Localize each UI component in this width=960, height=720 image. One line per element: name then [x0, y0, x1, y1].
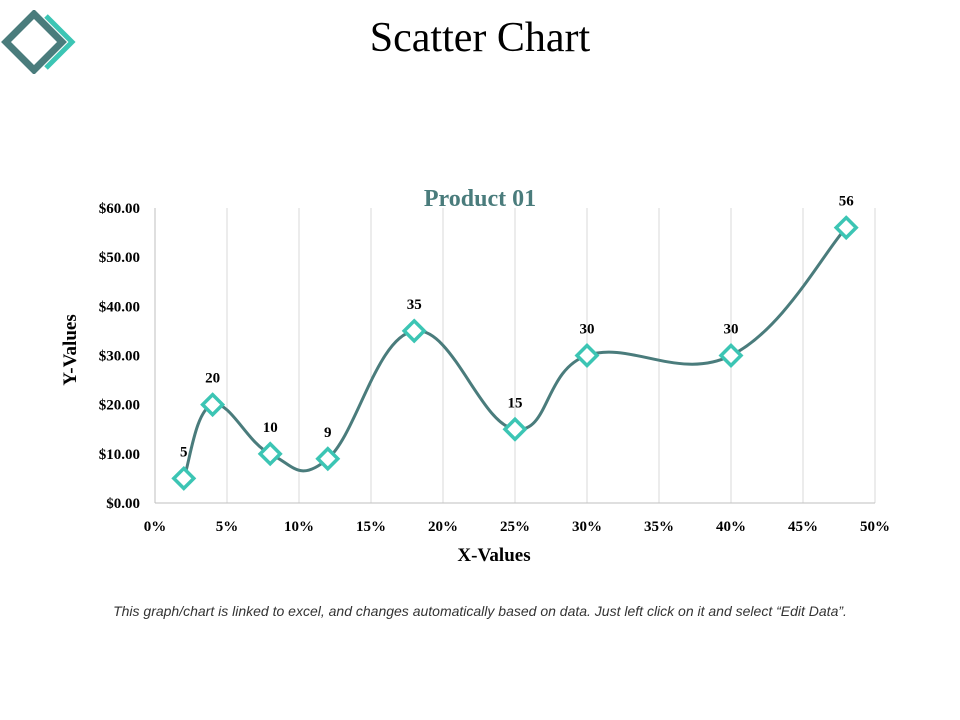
- data-point-marker: [502, 416, 528, 442]
- data-label: 35: [407, 297, 422, 313]
- series-line: [182, 226, 848, 479]
- data-point-marker: [718, 343, 744, 368]
- x-tick-label: 40%: [716, 519, 746, 535]
- data-point-marker: [574, 343, 600, 368]
- logo-diamond-outer: [1, 10, 67, 74]
- x-tick-label: 20%: [428, 519, 458, 535]
- y-tick-label: $0.00: [106, 496, 140, 512]
- data-label: 15: [508, 395, 523, 411]
- x-tick-label: 30%: [572, 519, 602, 535]
- slide-title: Scatter Chart: [369, 15, 591, 61]
- x-tick-label: 15%: [356, 519, 386, 535]
- y-tick-label: $20.00: [99, 398, 140, 414]
- logo: [1, 10, 76, 74]
- data-label: 10: [263, 420, 278, 436]
- y-tick-label: $10.00: [99, 447, 140, 463]
- x-tick-label: 0%: [144, 519, 167, 535]
- y-tick-label: $60.00: [99, 201, 140, 217]
- data-point-marker: [315, 446, 341, 472]
- data-label: 9: [324, 425, 332, 441]
- data-point-marker: [200, 392, 226, 418]
- chart-title: Product 01: [424, 186, 536, 212]
- data-label: 5: [180, 444, 188, 460]
- x-axis-title: X-Values: [457, 545, 530, 566]
- data-label: 20: [205, 371, 220, 387]
- data-point-marker: [401, 318, 427, 344]
- x-tick-label: 10%: [284, 519, 314, 535]
- y-tick-label: $30.00: [99, 349, 140, 365]
- x-tick-label: 50%: [860, 519, 890, 535]
- data-point-marker: [171, 465, 197, 491]
- data-label: 30: [580, 322, 595, 338]
- data-point-marker: [833, 215, 859, 241]
- x-tick-label: 35%: [644, 519, 674, 535]
- logo-chevron: [44, 14, 76, 70]
- y-tick-label: $40.00: [99, 299, 140, 315]
- x-tick-label: 5%: [216, 519, 239, 535]
- data-label: 56: [839, 194, 855, 210]
- footnote-text: This graph/chart is linked to excel, and…: [113, 603, 847, 619]
- data-label: 30: [724, 322, 739, 338]
- x-tick-label: 25%: [500, 519, 530, 535]
- y-tick-label: $50.00: [99, 250, 140, 266]
- data-point-marker: [257, 441, 283, 467]
- y-axis-title: Y-Values: [60, 314, 81, 385]
- x-tick-label: 45%: [788, 519, 818, 535]
